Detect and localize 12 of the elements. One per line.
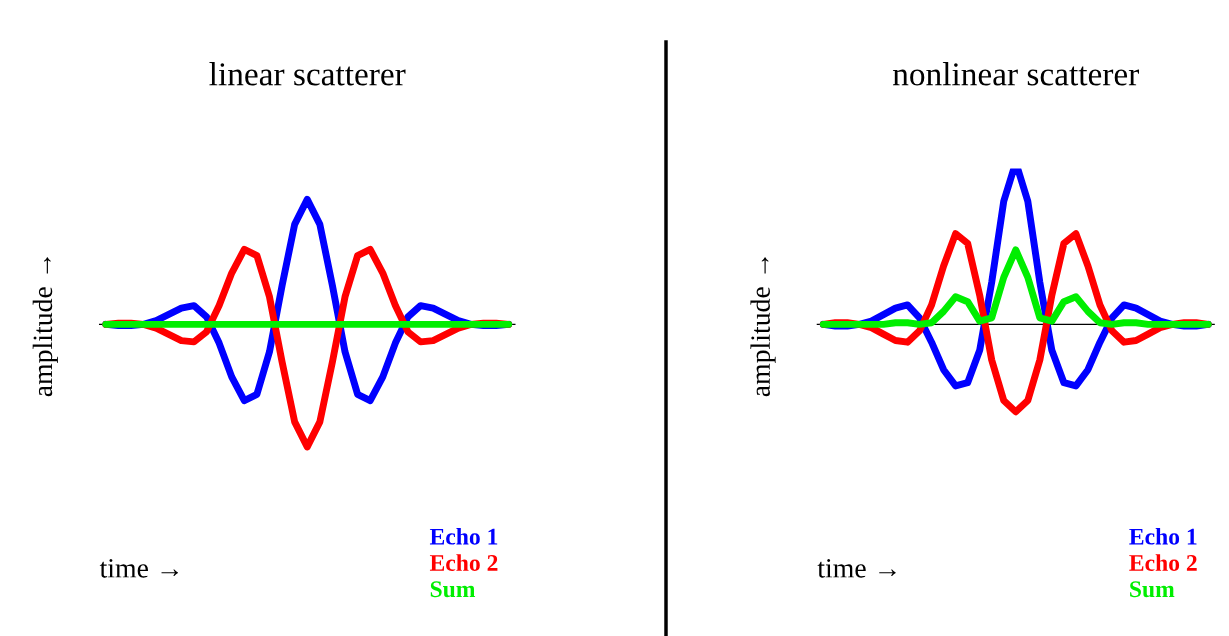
text: Echo 1 (429, 528, 498, 545)
text: Sum (1130, 581, 1175, 598)
text: Echo 2 (429, 554, 498, 571)
text: Echo 1 (1129, 528, 1197, 545)
text: Echo 2 (1129, 554, 1197, 571)
chart-title: nonlinear scatterer (892, 62, 1140, 86)
y-axis-title: amplitude → (32, 257, 58, 397)
x-axis-title: time → (817, 558, 896, 578)
chart-title: linear scatterer (209, 62, 406, 86)
x-axis-title: time → (99, 558, 178, 578)
text: Sum (430, 581, 476, 598)
y-axis-title: amplitude → (750, 257, 776, 397)
